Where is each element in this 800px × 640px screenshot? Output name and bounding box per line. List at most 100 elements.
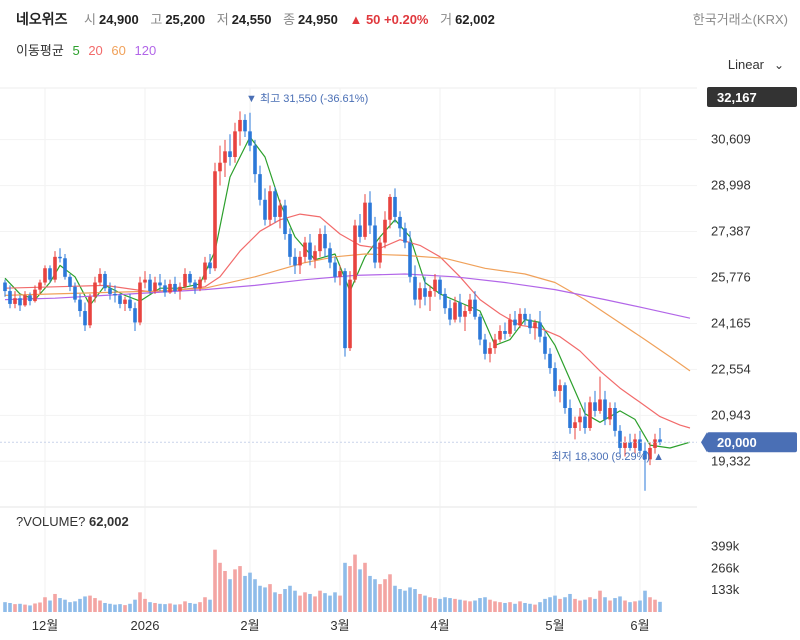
- candle-body: [568, 408, 572, 428]
- volume-bar: [518, 601, 522, 612]
- candle-body: [653, 439, 657, 448]
- volume-bar: [558, 598, 562, 612]
- volume-bar: [608, 600, 612, 612]
- volume-bar: [548, 597, 552, 612]
- moving-average-legend[interactable]: 이동평균 5 20 60 120: [16, 40, 161, 59]
- candle-body: [298, 256, 302, 266]
- volume-bar: [133, 599, 137, 612]
- candle-body: [423, 288, 427, 297]
- volume-bar: [378, 584, 382, 612]
- candle-body: [93, 282, 97, 297]
- candle-body: [173, 283, 177, 292]
- candle-body: [573, 422, 577, 428]
- change-arrow-icon: ▲: [349, 12, 363, 27]
- volume-bar: [68, 602, 72, 612]
- chevron-down-icon[interactable]: ⌄: [773, 58, 784, 72]
- high-label: 고: [150, 12, 163, 27]
- volume-value: 62,002: [455, 12, 495, 27]
- candle-body: [188, 273, 192, 283]
- volume-bar: [408, 587, 412, 612]
- scale-selector[interactable]: Linear: [727, 57, 764, 72]
- volume-bar: [493, 601, 497, 612]
- volume-bar: [443, 597, 447, 612]
- candle-body: [303, 242, 307, 257]
- volume-bar: [198, 602, 202, 612]
- candle-body: [63, 258, 67, 277]
- candle-body: [143, 279, 147, 283]
- ohlc-quote: 시 24,900 고 25,200 저 24,550 종 24,950 ▲ 50 +0.…: [84, 9, 503, 28]
- candle-body: [388, 196, 392, 220]
- volume-bar: [183, 601, 187, 612]
- candle-body: [208, 262, 212, 269]
- volume-bar: [418, 593, 422, 612]
- y-tick-label: 27,387: [711, 224, 751, 239]
- volume-bar: [168, 603, 172, 612]
- candle-body: [408, 242, 412, 277]
- volume-bar: [303, 592, 307, 612]
- candle-body: [333, 262, 337, 277]
- volume-bar: [298, 595, 302, 612]
- candle-body: [138, 282, 142, 323]
- volume-bar: [483, 597, 487, 612]
- volume-bar: [638, 600, 642, 612]
- volume-bar: [658, 601, 662, 612]
- candle-body: [473, 299, 477, 317]
- volume-bar: [33, 603, 37, 612]
- candle-body: [548, 353, 552, 369]
- candle-body: [273, 191, 277, 217]
- volume-bar: [288, 585, 292, 612]
- candle-body: [183, 273, 187, 287]
- x-tick-label: 3월: [330, 618, 349, 633]
- stock-name[interactable]: 네오위즈: [16, 11, 68, 27]
- volume-bar: [258, 585, 262, 612]
- volume-bar: [173, 604, 177, 612]
- candle-body: [58, 256, 62, 259]
- candle-body: [598, 399, 602, 411]
- volume-bar: [83, 596, 87, 612]
- candle-body: [288, 234, 292, 257]
- y-tick-label: 25,776: [711, 269, 751, 284]
- volume-bar: [423, 595, 427, 612]
- close-label: 종: [283, 12, 296, 27]
- candle-body: [23, 295, 27, 306]
- volume-tick-label: 133k: [711, 582, 740, 597]
- volume-bar: [28, 605, 32, 612]
- volume-bar: [223, 571, 227, 612]
- quote-header: 네오위즈 시 24,900 고 25,200 저 24,550 종 24,950 ▲ 5…: [0, 0, 800, 36]
- volume-bar: [528, 603, 532, 612]
- candle-body: [638, 439, 642, 451]
- volume-bar: [463, 600, 467, 612]
- volume-bar: [448, 598, 452, 612]
- x-tick-label: 2026: [131, 618, 160, 633]
- volume-bar: [18, 603, 22, 612]
- volume-bar: [23, 604, 27, 612]
- current-price-badge: [707, 432, 797, 453]
- volume-bar: [413, 589, 417, 612]
- candle-body: [213, 171, 217, 269]
- candle-body: [538, 322, 542, 337]
- x-tick-label: 4월: [430, 618, 449, 633]
- candle-body: [328, 248, 332, 263]
- candle-body: [613, 408, 617, 431]
- volume-bar: [428, 597, 432, 612]
- volume-bar: [233, 569, 237, 612]
- ma-line-120: [4, 273, 691, 319]
- candle-body: [163, 285, 167, 293]
- volume-bar: [398, 589, 402, 612]
- low-value: 24,550: [231, 12, 272, 27]
- ma-legend-60: 60: [111, 43, 126, 58]
- volume-bar: [53, 593, 57, 612]
- candle-body: [128, 299, 132, 309]
- candle-body: [648, 447, 652, 460]
- volume-bar: [488, 599, 492, 612]
- candle-body: [38, 282, 42, 290]
- ma-legend-20: 20: [88, 43, 103, 58]
- candle-body: [478, 316, 482, 340]
- volume-bar: [48, 600, 52, 612]
- y-tick-label: 20,943: [711, 407, 751, 422]
- candle-body: [498, 331, 502, 340]
- candle-body: [53, 256, 57, 280]
- candle-body: [283, 205, 287, 235]
- volume-bar: [453, 598, 457, 612]
